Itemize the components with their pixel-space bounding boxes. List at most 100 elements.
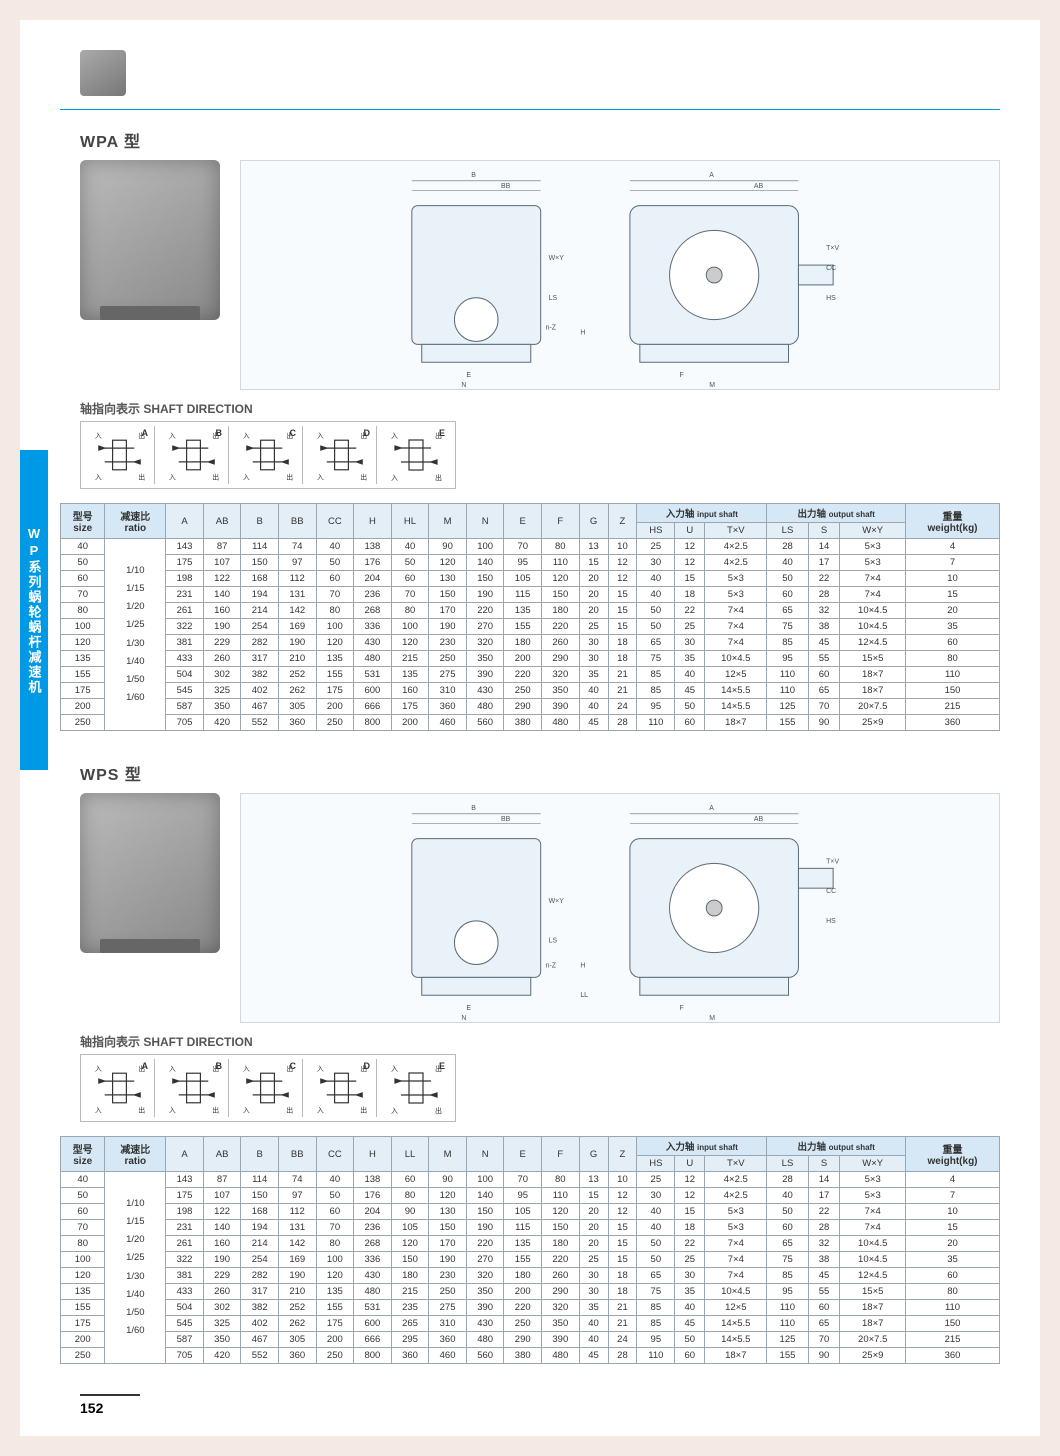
svg-text:LS: LS — [549, 295, 558, 302]
table-row: 5017510715097501768012014095110151230124… — [61, 1188, 1000, 1204]
svg-text:n-Z: n-Z — [546, 325, 557, 332]
svg-text:入: 入 — [243, 1065, 250, 1073]
wpa-product-image — [80, 160, 220, 320]
svg-text:出: 出 — [212, 1106, 219, 1115]
svg-text:入: 入 — [95, 1065, 102, 1073]
svg-text:出: 出 — [360, 1106, 367, 1115]
wpa-technical-drawing: BBB AAB W×YLS n-Z T×VHSCC H EF NM — [240, 160, 1000, 390]
svg-text:入: 入 — [95, 474, 102, 482]
shaft-direction-a: A 入 出 入 出 — [85, 426, 155, 484]
section-wpa: WPA 型 — [60, 128, 1000, 731]
table-row: 1755453254022621756001603104302503504021… — [61, 683, 1000, 699]
table-row: 2005873504673052006662953604802903904024… — [61, 1332, 1000, 1348]
table-row: 2507054205523602508003604605603804804528… — [61, 1348, 1000, 1364]
svg-text:出: 出 — [286, 473, 293, 482]
shaft-direction-d: D 入 出 入 出 — [307, 1059, 377, 1117]
table-row: 401/101/151/201/251/301/401/501/60143871… — [61, 1172, 1000, 1188]
wpa-spec-table: 型号size 减速比ratioAABBBBCCHHLMNEFGZ入力轴 inpu… — [60, 503, 1000, 731]
svg-text:AB: AB — [754, 183, 764, 190]
table-row: 1203812292821901204301202303201802603018… — [61, 635, 1000, 651]
table-row: 1555043023822521555312352753902203203521… — [61, 1300, 1000, 1316]
svg-text:LL: LL — [580, 992, 588, 999]
table-row: 2507054205523602508002004605603804804528… — [61, 715, 1000, 731]
wps-technical-drawing: BBB AAB W×YLS n-Z T×VHSCC HLL EF NM — [240, 793, 1000, 1023]
svg-text:入: 入 — [317, 474, 324, 482]
table-row: 1003221902541691003361501902701552202515… — [61, 1252, 1000, 1268]
svg-text:入: 入 — [317, 1107, 324, 1115]
svg-text:入: 入 — [243, 474, 250, 482]
svg-text:M: M — [709, 382, 715, 389]
svg-text:入: 入 — [169, 432, 176, 440]
svg-text:N: N — [461, 1015, 466, 1022]
side-tab: WP系列蜗轮蜗杆减速机 — [20, 450, 48, 770]
shaft-direction-d: D 入 出 入 出 — [307, 426, 377, 484]
svg-text:出: 出 — [286, 1106, 293, 1115]
svg-text:入: 入 — [391, 1065, 398, 1073]
svg-text:BB: BB — [501, 183, 511, 190]
svg-text:AB: AB — [754, 816, 764, 823]
svg-text:W×Y: W×Y — [549, 255, 565, 262]
table-row: 7023114019413170236701501901151502015401… — [61, 587, 1000, 603]
table-row: 1003221902541691003361001902701552202515… — [61, 619, 1000, 635]
svg-text:A: A — [709, 805, 714, 812]
svg-text:入: 入 — [169, 1107, 176, 1115]
svg-text:入: 入 — [391, 1107, 398, 1115]
svg-text:A: A — [709, 172, 714, 179]
svg-text:n-Z: n-Z — [546, 962, 557, 969]
section-wps: WPS 型 — [60, 761, 1000, 1364]
svg-text:CC: CC — [826, 888, 836, 895]
svg-text:T×V: T×V — [826, 858, 839, 865]
svg-text:H: H — [580, 329, 585, 336]
header-gearbox-icon — [80, 50, 1000, 101]
svg-text:入: 入 — [391, 432, 398, 440]
svg-text:E: E — [466, 1005, 471, 1012]
divider-line — [60, 109, 1000, 110]
table-row: 401/101/151/201/251/301/401/501/60143871… — [61, 539, 1000, 555]
svg-text:B: B — [471, 172, 476, 179]
catalog-page: WP系列蜗轮蜗杆减速机 WPA 型 — [20, 20, 1040, 1436]
svg-text:BB: BB — [501, 816, 511, 823]
svg-text:HS: HS — [826, 295, 836, 302]
svg-text:出: 出 — [212, 473, 219, 482]
table-row: 7023114019413170236105150190115150201540… — [61, 1220, 1000, 1236]
shaft-direction-a: A 入 出 入 出 — [85, 1059, 155, 1117]
svg-text:M: M — [709, 1015, 715, 1022]
wps-product-image — [80, 793, 220, 953]
svg-text:入: 入 — [391, 474, 398, 482]
svg-text:N: N — [461, 382, 466, 389]
svg-text:出: 出 — [435, 1106, 442, 1115]
svg-text:入: 入 — [243, 1107, 250, 1115]
section-wpa-title: WPA 型 — [80, 128, 1000, 152]
table-row: 5017510715097501765012014095110151230124… — [61, 555, 1000, 571]
wpa-shaft-label: 轴指向表示 SHAFT DIRECTION — [80, 400, 1000, 417]
wps-shaft-label: 轴指向表示 SHAFT DIRECTION — [80, 1033, 1000, 1050]
table-row: 6019812216811260204901301501051202012401… — [61, 1204, 1000, 1220]
table-row: 1354332603172101354802152503502002903018… — [61, 651, 1000, 667]
svg-text:入: 入 — [169, 474, 176, 482]
svg-text:入: 入 — [95, 1107, 102, 1115]
table-row: 6019812216811260204601301501051202012401… — [61, 571, 1000, 587]
svg-text:E: E — [466, 372, 471, 379]
shaft-direction-e: E 入 出 入 出 — [381, 426, 451, 484]
svg-text:W×Y: W×Y — [549, 898, 565, 905]
svg-text:HS: HS — [826, 918, 836, 925]
table-row: 2005873504673052006661753604802903904024… — [61, 699, 1000, 715]
table-row: 1755453254022621756002653104302503504021… — [61, 1316, 1000, 1332]
svg-text:F: F — [679, 1005, 683, 1012]
svg-text:出: 出 — [435, 473, 442, 482]
svg-text:LS: LS — [549, 938, 558, 945]
table-row: 8026116021414280268801702201351802015502… — [61, 603, 1000, 619]
svg-text:F: F — [679, 372, 683, 379]
svg-text:出: 出 — [360, 473, 367, 482]
page-number: 152 — [80, 1394, 140, 1416]
svg-text:H: H — [580, 962, 585, 969]
wps-spec-table: 型号size 减速比ratioAABBBBCCHLLMNEFGZ入力轴 inpu… — [60, 1136, 1000, 1364]
section-wps-title: WPS 型 — [80, 761, 1000, 785]
table-row: 1203812292821901204301802303201802603018… — [61, 1268, 1000, 1284]
svg-text:出: 出 — [138, 473, 145, 482]
svg-text:入: 入 — [243, 432, 250, 440]
svg-text:B: B — [471, 805, 476, 812]
wpa-shaft-direction-row: A 入 出 入 出 B 入 出 入 出 C 入 出 入 出 D 入 出 入 出 … — [80, 421, 456, 489]
svg-text:入: 入 — [317, 432, 324, 440]
shaft-direction-b: B 入 出 入 出 — [159, 426, 229, 484]
